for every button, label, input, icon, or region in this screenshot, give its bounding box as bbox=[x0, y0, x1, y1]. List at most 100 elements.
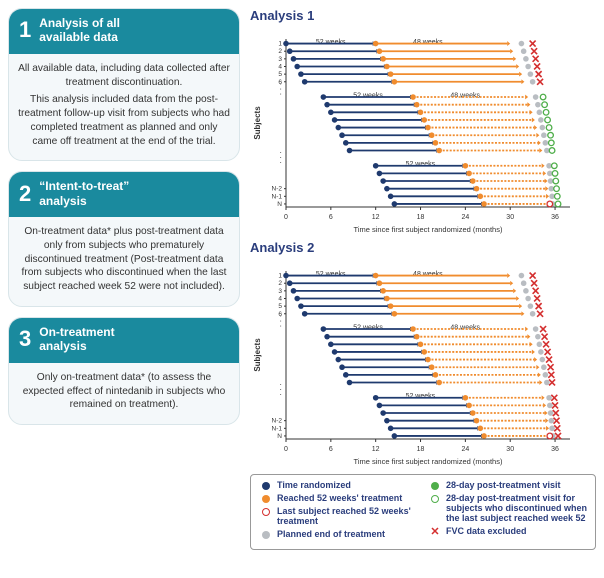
svg-text:0: 0 bbox=[284, 446, 288, 453]
legend-text: 28-day post-treatment visit for subjects… bbox=[446, 494, 587, 524]
ring-icon bbox=[259, 507, 273, 517]
svg-text:24: 24 bbox=[461, 214, 469, 221]
svg-text:52 weeks: 52 weeks bbox=[316, 39, 346, 46]
svg-text:6: 6 bbox=[329, 446, 333, 453]
svg-text:Time since first subject rando: Time since first subject randomized (mon… bbox=[354, 225, 503, 234]
svg-text:4: 4 bbox=[278, 295, 282, 302]
chart-svg: 061218243036Time since first subject ran… bbox=[250, 25, 580, 235]
svg-text:52 weeks: 52 weeks bbox=[353, 324, 383, 331]
svg-text:2: 2 bbox=[278, 48, 282, 55]
svg-text:52 weeks: 52 weeks bbox=[353, 92, 383, 99]
legend-item: 28-day post-treatment visit bbox=[428, 481, 587, 491]
svg-text:30: 30 bbox=[506, 214, 514, 221]
svg-text:12: 12 bbox=[372, 446, 380, 453]
svg-text:·: · bbox=[279, 311, 282, 320]
card-number: 2 bbox=[19, 181, 31, 207]
svg-text:N-2: N-2 bbox=[272, 186, 283, 193]
dot-icon bbox=[259, 530, 273, 540]
chart-title: Analysis 1 bbox=[250, 8, 596, 23]
legend-text: Time randomized bbox=[277, 481, 351, 491]
svg-text:·: · bbox=[279, 321, 282, 330]
svg-text:52 weeks: 52 weeks bbox=[316, 271, 346, 278]
svg-text:30: 30 bbox=[506, 446, 514, 453]
svg-text:5: 5 bbox=[278, 71, 282, 78]
card-body: Only on-treatment data* (to assess the e… bbox=[9, 363, 239, 424]
svg-text:N-1: N-1 bbox=[272, 193, 283, 200]
legend-item: Planned end of treatment bbox=[259, 530, 418, 540]
card-number: 3 bbox=[19, 326, 31, 352]
svg-text:18: 18 bbox=[417, 446, 425, 453]
chart-title: Analysis 2 bbox=[250, 240, 596, 255]
legend-item: 28-day post-treatment visit for subjects… bbox=[428, 494, 587, 524]
analysis-card-2: 2 “Intent-to-treat”analysis On-treatment d… bbox=[8, 171, 240, 307]
analysis-card-1: 1 Analysis of allavailable data All availa… bbox=[8, 8, 240, 161]
svg-text:36: 36 bbox=[551, 214, 559, 221]
card-body: On-treatment data* plus post-treatment d… bbox=[9, 217, 239, 306]
cross-icon: ✕ bbox=[428, 527, 442, 537]
svg-text:N-1: N-1 bbox=[272, 425, 283, 432]
svg-text:36: 36 bbox=[551, 446, 559, 453]
svg-text:·: · bbox=[279, 390, 282, 399]
ring-icon bbox=[428, 494, 442, 504]
svg-text:·: · bbox=[279, 380, 282, 389]
svg-text:·: · bbox=[279, 158, 282, 167]
card-header: 3 On-treatmentanalysis bbox=[9, 318, 239, 363]
card-text: On-treatment data* plus post-treatment d… bbox=[17, 225, 231, 294]
svg-text:Time since first subject rando: Time since first subject randomized (mon… bbox=[354, 457, 503, 466]
svg-text:Subjects: Subjects bbox=[253, 338, 262, 372]
legend-box: Time randomized Reached 52 weeks' treatme… bbox=[250, 474, 596, 550]
svg-text:24: 24 bbox=[461, 446, 469, 453]
svg-text:6: 6 bbox=[329, 214, 333, 221]
legend-text: Last subject reached 52 weeks' treatment bbox=[277, 507, 418, 527]
chart-svg: 061218243036Time since first subject ran… bbox=[250, 257, 580, 467]
legend-col-2: 28-day post-treatment visit 28-day post-t… bbox=[428, 481, 587, 543]
legend-text: Reached 52 weeks' treatment bbox=[277, 494, 402, 504]
card-title: On-treatmentanalysis bbox=[39, 325, 114, 354]
svg-text:52 weeks: 52 weeks bbox=[406, 161, 436, 168]
svg-text:3: 3 bbox=[278, 288, 282, 295]
svg-text:48 weeks: 48 weeks bbox=[413, 39, 443, 46]
legend-text: Planned end of treatment bbox=[277, 530, 385, 540]
card-text: This analysis included data from the pos… bbox=[17, 93, 231, 148]
svg-text:N: N bbox=[277, 433, 282, 440]
svg-text:2: 2 bbox=[278, 280, 282, 287]
chart-block-2: Analysis 2061218243036Time since first s… bbox=[250, 240, 596, 472]
dot-icon bbox=[259, 494, 273, 504]
svg-text:4: 4 bbox=[278, 63, 282, 70]
card-number: 1 bbox=[19, 17, 31, 43]
svg-text:18: 18 bbox=[417, 214, 425, 221]
svg-text:5: 5 bbox=[278, 303, 282, 310]
svg-text:52 weeks: 52 weeks bbox=[406, 393, 436, 400]
charts-column: Analysis 1061218243036Time since first s… bbox=[250, 8, 596, 550]
svg-text:48 weeks: 48 weeks bbox=[450, 92, 480, 99]
card-text: Only on-treatment data* (to assess the e… bbox=[17, 371, 231, 412]
card-header: 2 “Intent-to-treat”analysis bbox=[9, 172, 239, 217]
dot-icon bbox=[428, 481, 442, 491]
svg-text:3: 3 bbox=[278, 56, 282, 63]
svg-text:1: 1 bbox=[278, 41, 282, 48]
charts-area: Analysis 1061218243036Time since first s… bbox=[250, 8, 596, 472]
card-body: All available data, including data colle… bbox=[9, 54, 239, 161]
legend-item: Time randomized bbox=[259, 481, 418, 491]
layout: 1 Analysis of allavailable data All availa… bbox=[0, 0, 604, 558]
chart-block-1: Analysis 1061218243036Time since first s… bbox=[250, 8, 596, 240]
analysis-card-3: 3 On-treatmentanalysis Only on-treatment d… bbox=[8, 317, 240, 425]
svg-text:·: · bbox=[279, 79, 282, 88]
card-header: 1 Analysis of allavailable data bbox=[9, 9, 239, 54]
legend-text: FVC data excluded bbox=[446, 527, 527, 537]
card-title: Analysis of allavailable data bbox=[39, 16, 120, 45]
svg-text:·: · bbox=[279, 148, 282, 157]
legend-item: Last subject reached 52 weeks' treatment bbox=[259, 507, 418, 527]
svg-text:12: 12 bbox=[372, 214, 380, 221]
cards-column: 1 Analysis of allavailable data All availa… bbox=[8, 8, 240, 550]
card-title: “Intent-to-treat”analysis bbox=[39, 179, 129, 208]
legend-text: 28-day post-treatment visit bbox=[446, 481, 561, 491]
svg-text:·: · bbox=[279, 89, 282, 98]
svg-text:1: 1 bbox=[278, 273, 282, 280]
card-text: All available data, including data colle… bbox=[17, 62, 231, 90]
dot-icon bbox=[259, 481, 273, 491]
legend-item: Reached 52 weeks' treatment bbox=[259, 494, 418, 504]
svg-text:Subjects: Subjects bbox=[253, 106, 262, 140]
legend-col-1: Time randomized Reached 52 weeks' treatme… bbox=[259, 481, 418, 543]
legend-item: ✕ FVC data excluded bbox=[428, 527, 587, 537]
